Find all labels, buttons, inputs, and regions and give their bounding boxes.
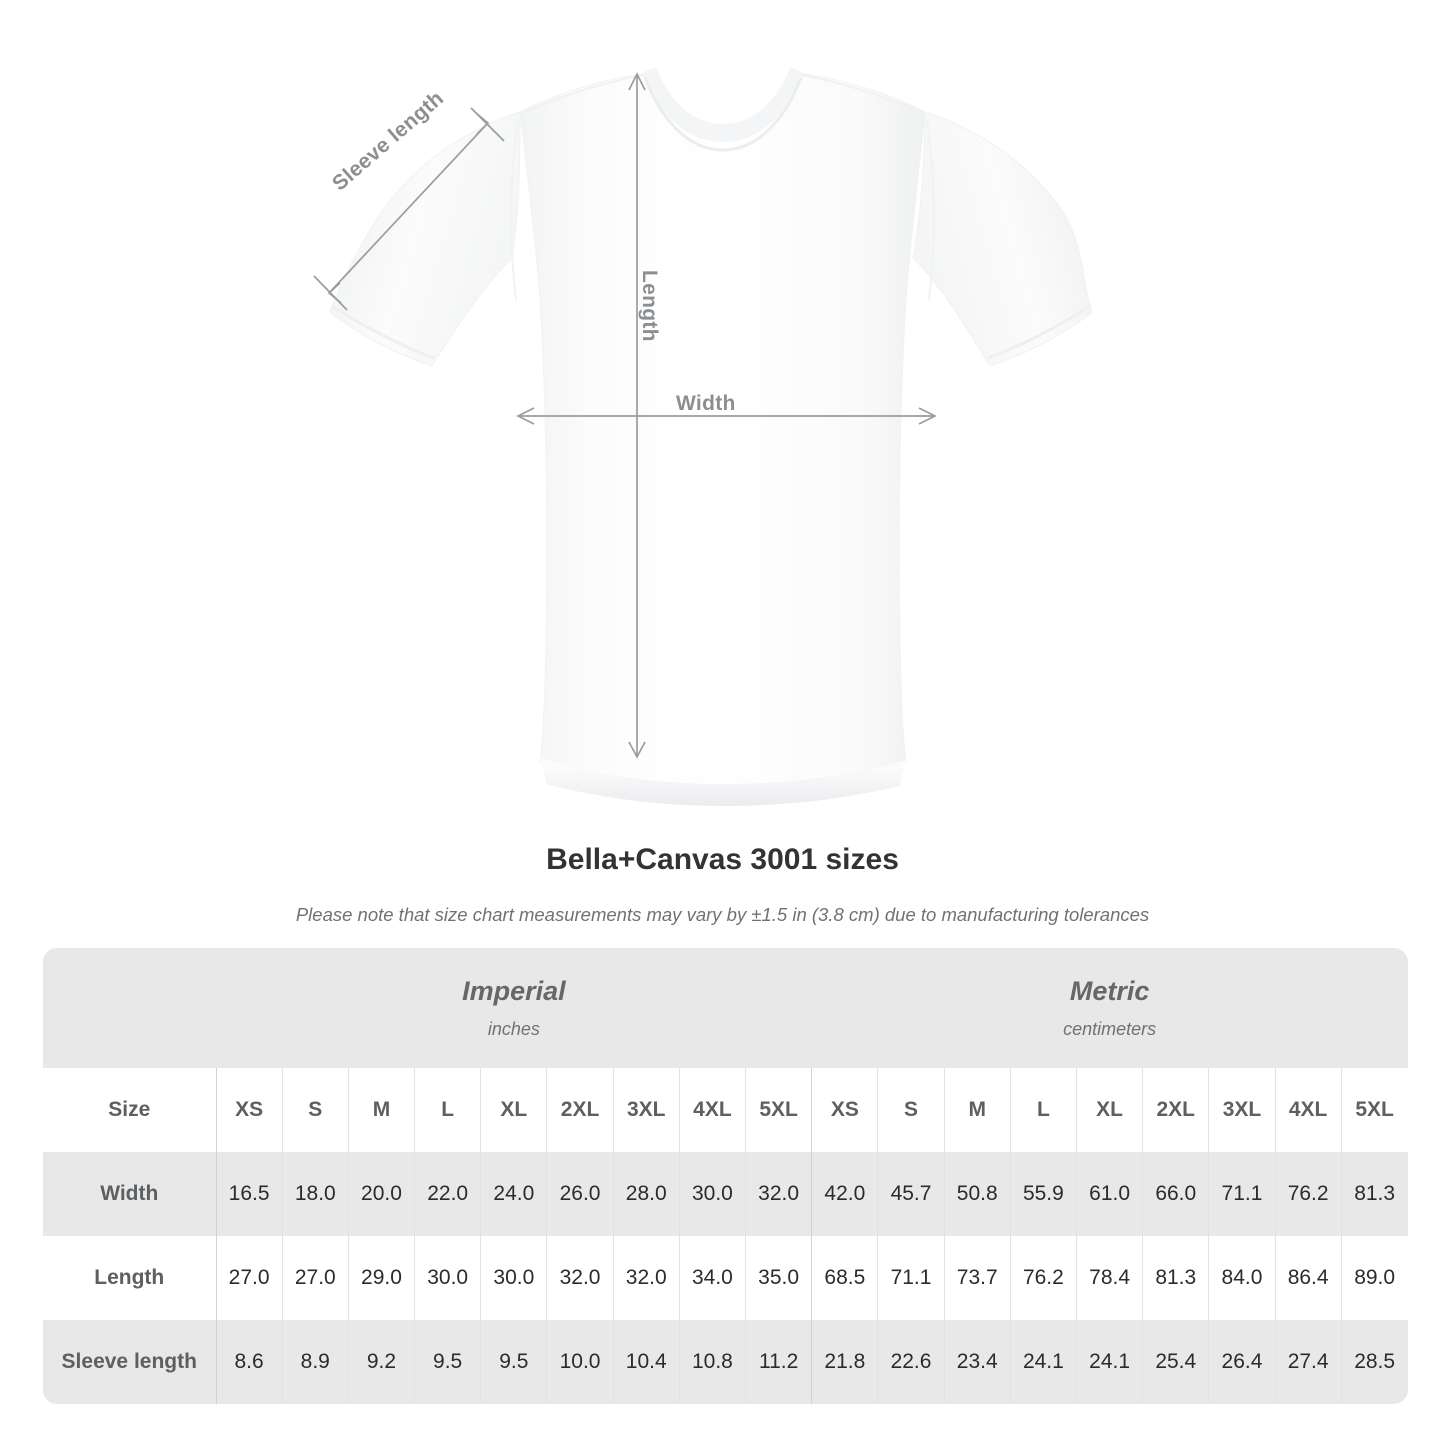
cell-length-imperial-xl: 30.0 xyxy=(480,1236,547,1320)
cell-width-imperial-4xl: 30.0 xyxy=(678,1152,746,1236)
cell-width-metric-m: 50.8 xyxy=(943,1152,1011,1236)
size-header-imperial-xl: XL xyxy=(480,1068,547,1152)
size-header-metric-4xl: 4XL xyxy=(1274,1068,1342,1152)
size-header-metric-5xl: 5XL xyxy=(1340,1068,1408,1152)
unit-name-imperial: Imperial xyxy=(462,976,566,1006)
size-header-metric-m: M xyxy=(943,1068,1011,1152)
cell-sleeve-imperial-l: 9.5 xyxy=(414,1320,481,1404)
cell-length-metric-2xl: 81.3 xyxy=(1142,1236,1209,1320)
cell-width-imperial-5xl: 32.0 xyxy=(744,1152,812,1236)
cell-width-metric-3xl: 71.1 xyxy=(1208,1152,1276,1236)
unit-banner-row: Imperial inches Metric centimeters xyxy=(43,948,1408,1068)
row-header-length: Length xyxy=(43,1236,216,1320)
cell-length-imperial-xs: 27.0 xyxy=(215,1236,283,1320)
cell-sleeve-imperial-m: 9.2 xyxy=(347,1320,415,1404)
row-header-sleeve-length: Sleeve length xyxy=(43,1320,216,1404)
cell-length-metric-xl: 78.4 xyxy=(1075,1236,1143,1320)
cell-length-imperial-2xl: 32.0 xyxy=(546,1236,614,1320)
table-row: Sleeve length 8.6 8.9 9.2 9.5 9.5 10.0 1… xyxy=(43,1320,1408,1404)
size-header-metric-3xl: 3XL xyxy=(1208,1068,1276,1152)
cell-length-metric-s: 71.1 xyxy=(877,1236,945,1320)
table-row: Width 16.5 18.0 20.0 22.0 24.0 26.0 28.0… xyxy=(43,1152,1408,1236)
cell-sleeve-metric-s: 22.6 xyxy=(877,1320,945,1404)
cell-sleeve-metric-3xl: 26.4 xyxy=(1208,1320,1276,1404)
cell-width-metric-s: 45.7 xyxy=(877,1152,945,1236)
cell-width-imperial-m: 20.0 xyxy=(347,1152,415,1236)
length-dimension-label: Length xyxy=(638,270,661,342)
unit-banner-spacer xyxy=(43,948,216,1068)
cell-width-imperial-xs: 16.5 xyxy=(215,1152,283,1236)
cell-sleeve-imperial-2xl: 10.0 xyxy=(546,1320,614,1404)
cell-width-imperial-l: 22.0 xyxy=(414,1152,481,1236)
cell-width-imperial-s: 18.0 xyxy=(281,1152,349,1236)
cell-sleeve-metric-l: 24.1 xyxy=(1009,1320,1077,1404)
cell-sleeve-metric-5xl: 28.5 xyxy=(1340,1320,1408,1404)
cell-sleeve-metric-m: 23.4 xyxy=(943,1320,1011,1404)
unit-sub-imperial: inches xyxy=(487,1019,540,1039)
cell-sleeve-imperial-xl: 9.5 xyxy=(480,1320,547,1404)
width-dimension-label: Width xyxy=(676,392,736,415)
cell-sleeve-imperial-4xl: 10.8 xyxy=(678,1320,746,1404)
cell-sleeve-metric-4xl: 27.4 xyxy=(1274,1320,1342,1404)
cell-width-imperial-2xl: 26.0 xyxy=(546,1152,614,1236)
tshirt-illustration xyxy=(313,68,1093,806)
page-title: Bella+Canvas 3001 sizes xyxy=(546,843,899,876)
size-header-metric-xl: XL xyxy=(1075,1068,1143,1152)
cell-sleeve-metric-xs: 21.8 xyxy=(811,1320,878,1404)
unit-banner-imperial: Imperial inches xyxy=(216,948,812,1068)
cell-length-metric-xs: 68.5 xyxy=(811,1236,878,1320)
cell-width-metric-l: 55.9 xyxy=(1009,1152,1077,1236)
size-header-imperial-2xl: 2XL xyxy=(546,1068,614,1152)
size-chart-table-container: Imperial inches Metric centimeters Size … xyxy=(43,948,1408,1404)
cell-sleeve-imperial-3xl: 10.4 xyxy=(612,1320,680,1404)
cell-width-metric-4xl: 76.2 xyxy=(1274,1152,1342,1236)
cell-length-metric-l: 76.2 xyxy=(1009,1236,1077,1320)
unit-sub-metric: centimeters xyxy=(1063,1019,1157,1039)
row-header-width: Width xyxy=(43,1152,216,1236)
cell-length-imperial-4xl: 34.0 xyxy=(678,1236,746,1320)
cell-length-imperial-s: 27.0 xyxy=(281,1236,349,1320)
size-header-metric-xs: XS xyxy=(811,1068,878,1152)
size-header-imperial-3xl: 3XL xyxy=(612,1068,680,1152)
cell-width-imperial-3xl: 28.0 xyxy=(612,1152,680,1236)
tolerance-note: Please note that size chart measurements… xyxy=(295,904,1150,925)
cell-sleeve-imperial-s: 8.9 xyxy=(281,1320,349,1404)
cell-sleeve-imperial-5xl: 11.2 xyxy=(744,1320,812,1404)
cell-width-metric-xl: 61.0 xyxy=(1075,1152,1143,1236)
cell-length-imperial-3xl: 32.0 xyxy=(612,1236,680,1320)
size-header-metric-2xl: 2XL xyxy=(1142,1068,1209,1152)
cell-width-imperial-xl: 24.0 xyxy=(480,1152,547,1236)
size-header-imperial-5xl: 5XL xyxy=(744,1068,812,1152)
cell-length-imperial-5xl: 35.0 xyxy=(744,1236,812,1320)
size-header-imperial-m: M xyxy=(347,1068,415,1152)
unit-name-metric: Metric xyxy=(1069,976,1150,1006)
size-header-imperial-s: S xyxy=(281,1068,349,1152)
tshirt-measurement-diagram: Sleeve length Length Width xyxy=(313,68,1093,806)
cell-width-metric-2xl: 66.0 xyxy=(1142,1152,1209,1236)
size-header-row: Size XS S M L XL 2XL 3XL 4XL 5XL XS S M … xyxy=(43,1068,1408,1152)
chart-caption: Bella+Canvas 3001 sizes Please note that… xyxy=(0,840,1445,928)
size-chart-table: Imperial inches Metric centimeters Size … xyxy=(43,948,1408,1404)
cell-sleeve-imperial-xs: 8.6 xyxy=(215,1320,283,1404)
unit-banner-metric: Metric centimeters xyxy=(811,948,1408,1068)
size-header-imperial-4xl: 4XL xyxy=(678,1068,746,1152)
cell-length-imperial-m: 29.0 xyxy=(347,1236,415,1320)
cell-length-metric-5xl: 89.0 xyxy=(1340,1236,1408,1320)
size-header-metric-l: L xyxy=(1009,1068,1077,1152)
cell-sleeve-metric-xl: 24.1 xyxy=(1075,1320,1143,1404)
row-header-size: Size xyxy=(43,1068,216,1152)
size-header-metric-s: S xyxy=(877,1068,945,1152)
cell-length-metric-4xl: 86.4 xyxy=(1274,1236,1342,1320)
cell-length-imperial-l: 30.0 xyxy=(414,1236,481,1320)
cell-sleeve-metric-2xl: 25.4 xyxy=(1142,1320,1209,1404)
cell-width-metric-xs: 42.0 xyxy=(811,1152,878,1236)
table-row: Length 27.0 27.0 29.0 30.0 30.0 32.0 32.… xyxy=(43,1236,1408,1320)
cell-length-metric-3xl: 84.0 xyxy=(1208,1236,1276,1320)
cell-length-metric-m: 73.7 xyxy=(943,1236,1011,1320)
size-header-imperial-xs: XS xyxy=(215,1068,283,1152)
cell-width-metric-5xl: 81.3 xyxy=(1340,1152,1408,1236)
size-header-imperial-l: L xyxy=(414,1068,481,1152)
